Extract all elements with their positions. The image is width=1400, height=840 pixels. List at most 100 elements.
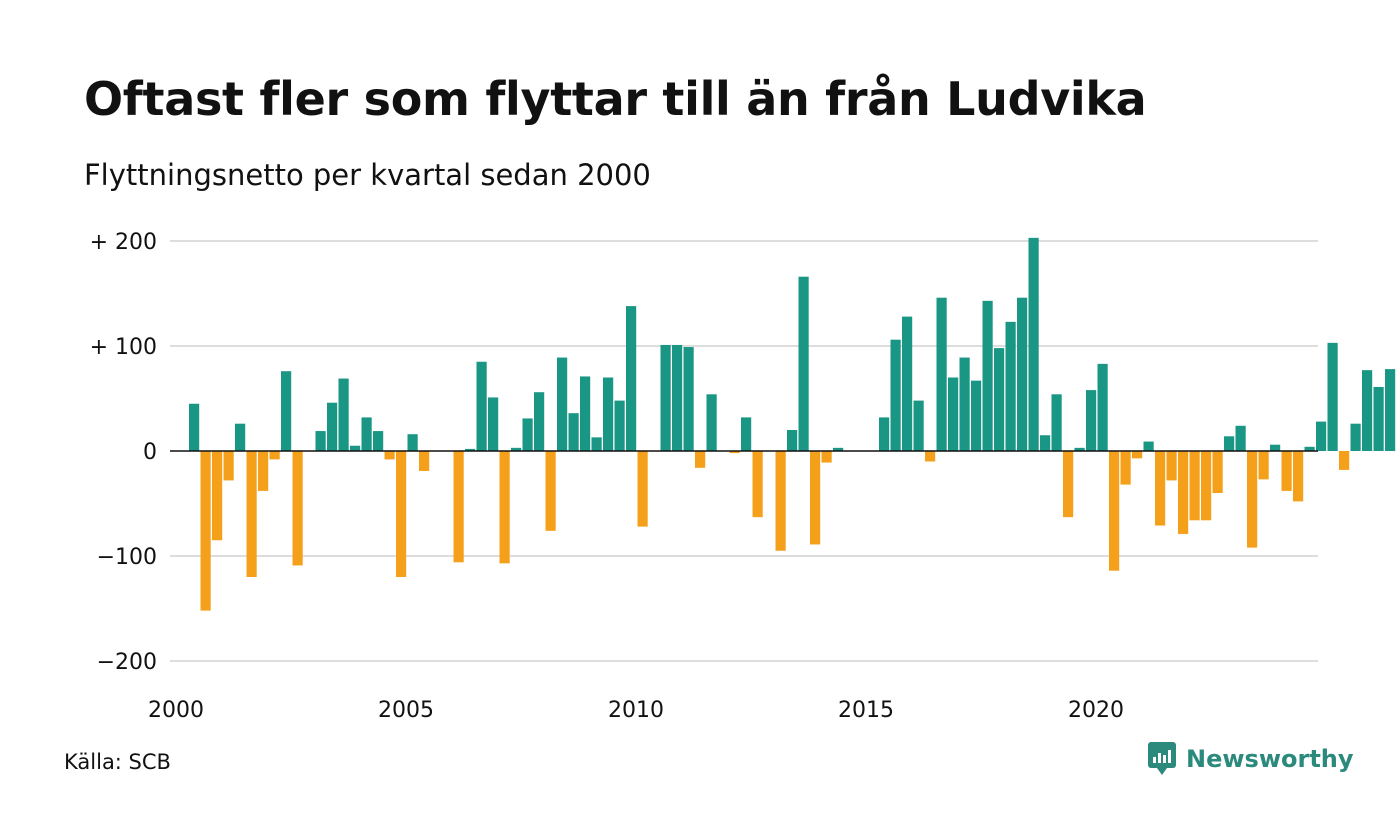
brand-name: Newsworthy (1186, 745, 1354, 773)
newsworthy-logo-icon (1148, 742, 1176, 775)
x-tick-label: 2020 (1068, 698, 1124, 723)
bar (315, 431, 326, 451)
bar (879, 417, 890, 451)
bar (522, 418, 533, 451)
bar (833, 447, 844, 451)
chart-subtitle: Flyttningsnetto per kvartal sedan 2000 (84, 158, 651, 192)
bar (603, 377, 614, 451)
bar (396, 451, 407, 577)
bar (407, 434, 418, 451)
bar (1189, 451, 1200, 521)
bar (948, 377, 959, 451)
bar (327, 402, 338, 451)
bar (200, 451, 211, 611)
bar (1086, 390, 1097, 451)
bar (246, 451, 257, 577)
bar (1005, 321, 1016, 451)
bar (1040, 435, 1051, 451)
bar (994, 348, 1005, 451)
bar (212, 451, 223, 541)
bar (890, 339, 901, 451)
bar (476, 361, 487, 451)
bar (1258, 451, 1269, 480)
bar (1385, 369, 1396, 451)
bar (1017, 297, 1028, 451)
bar (1373, 386, 1384, 451)
bar (741, 417, 752, 451)
bar (1143, 441, 1154, 451)
bar (913, 400, 924, 451)
bar (235, 423, 246, 451)
bar (269, 451, 280, 460)
bar (1339, 451, 1350, 470)
bar (729, 451, 740, 454)
x-tick-label: 2015 (838, 698, 894, 723)
bar (706, 394, 717, 451)
bar (902, 316, 913, 451)
source-note: Källa: SCB (64, 750, 171, 774)
bar (1235, 425, 1246, 451)
y-tick-label: + 200 (90, 230, 157, 255)
bar (568, 413, 579, 451)
bar (1316, 421, 1327, 451)
bar (534, 392, 545, 451)
bar (1178, 451, 1189, 534)
bar (465, 448, 476, 451)
bar (511, 447, 522, 451)
bar (936, 297, 947, 451)
bar (971, 380, 982, 451)
bar (614, 400, 625, 451)
bar (821, 451, 832, 463)
bar (189, 403, 200, 451)
bar (1051, 394, 1062, 451)
bar (545, 451, 556, 531)
bar (338, 378, 349, 451)
bar (488, 397, 499, 451)
bar (775, 451, 786, 551)
bar (1327, 342, 1338, 451)
bar (982, 300, 993, 451)
bar (1155, 451, 1166, 526)
bar (1132, 451, 1143, 459)
bar (258, 451, 269, 491)
bar (292, 451, 303, 566)
bar (1304, 446, 1315, 451)
bar (384, 451, 395, 460)
bar (672, 344, 683, 451)
bar (1362, 370, 1373, 451)
bar (350, 445, 361, 451)
bar (1109, 451, 1120, 571)
bar (1201, 451, 1212, 521)
y-tick-label: + 100 (90, 335, 157, 360)
bar (626, 306, 637, 451)
bar (361, 417, 372, 451)
bar (1120, 451, 1131, 485)
chart-title: Oftast fler som flyttar till än från Lud… (84, 72, 1147, 126)
bar (1270, 444, 1281, 451)
bar (1281, 451, 1292, 491)
bar (787, 430, 798, 451)
bar (637, 451, 648, 527)
bar (557, 357, 568, 451)
y-tick-label: −200 (97, 650, 157, 675)
bar (1166, 451, 1177, 481)
bar (373, 431, 384, 451)
bar (695, 451, 706, 468)
bar (580, 376, 591, 451)
bar (810, 451, 821, 545)
bar (925, 451, 936, 462)
bar (281, 371, 292, 451)
bar (1293, 451, 1304, 502)
bar (591, 437, 602, 451)
bar (1028, 237, 1039, 451)
bar (752, 451, 763, 518)
bar (1063, 451, 1074, 518)
bar (959, 357, 970, 451)
bar (1224, 436, 1235, 451)
newsworthy-brand[interactable]: Newsworthy (1148, 742, 1354, 776)
bar (1247, 451, 1258, 548)
bar (419, 451, 430, 471)
bar (223, 451, 234, 481)
x-tick-label: 2000 (148, 698, 204, 723)
bar (660, 344, 671, 451)
